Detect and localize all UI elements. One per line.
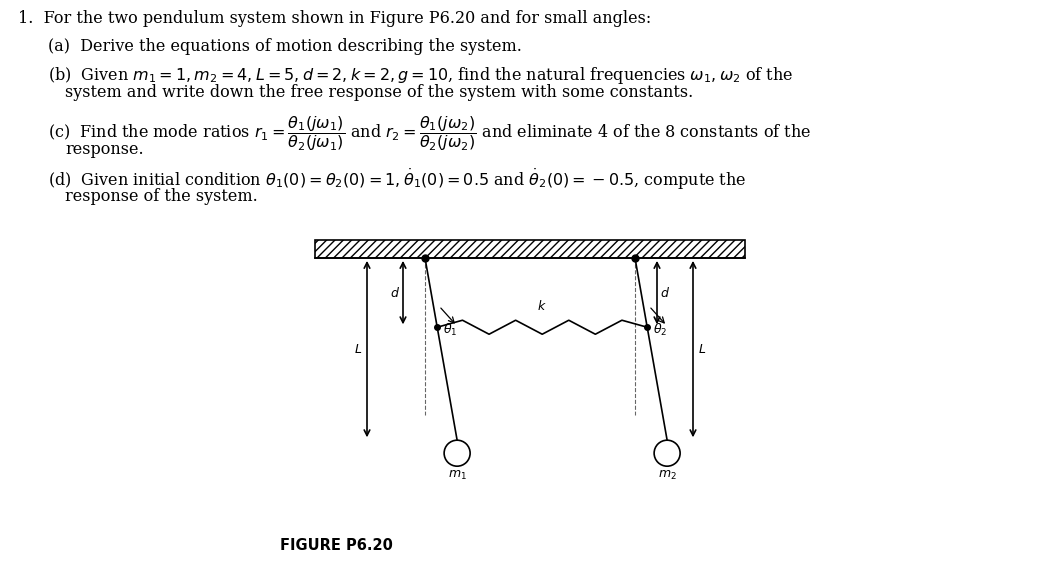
Circle shape — [654, 440, 680, 466]
Text: $\theta_2$: $\theta_2$ — [653, 322, 667, 338]
Bar — [315, 240, 745, 258]
Text: $k$: $k$ — [537, 299, 547, 313]
Text: response.: response. — [65, 141, 144, 158]
Text: $d$: $d$ — [390, 286, 400, 300]
Text: (c)  Find the mode ratios $r_1 = \dfrac{\theta_1(j\omega_1)}{\theta_2(j\omega_1): (c) Find the mode ratios $r_1 = \dfrac{\… — [48, 114, 811, 153]
Text: $d$: $d$ — [660, 286, 670, 300]
Text: $\theta_1$: $\theta_1$ — [443, 322, 457, 338]
Text: (d)  Given initial condition $\theta_1(0) = \theta_2(0) = 1, \dot{\theta}_1(0) =: (d) Given initial condition $\theta_1(0)… — [48, 167, 746, 192]
Text: $L$: $L$ — [699, 343, 706, 356]
Text: $m_1$: $m_1$ — [448, 469, 466, 482]
Text: (b)  Given $m_1 = 1, m_2 = 4, L = 5, d = 2, k = 2, g = 10$, find the natural fre: (b) Given $m_1 = 1, m_2 = 4, L = 5, d = … — [48, 65, 793, 86]
Text: (a)  Derive the equations of motion describing the system.: (a) Derive the equations of motion descr… — [48, 38, 522, 55]
Text: system and write down the free response of the system with some constants.: system and write down the free response … — [65, 84, 693, 101]
Text: $L$: $L$ — [354, 343, 362, 356]
Text: $m_2$: $m_2$ — [658, 469, 677, 482]
Text: 1.  For the two pendulum system shown in Figure P6.20 and for small angles:: 1. For the two pendulum system shown in … — [18, 10, 652, 27]
Text: FIGURE P6.20: FIGURE P6.20 — [280, 538, 392, 553]
Circle shape — [445, 440, 471, 466]
Text: response of the system.: response of the system. — [65, 188, 258, 205]
